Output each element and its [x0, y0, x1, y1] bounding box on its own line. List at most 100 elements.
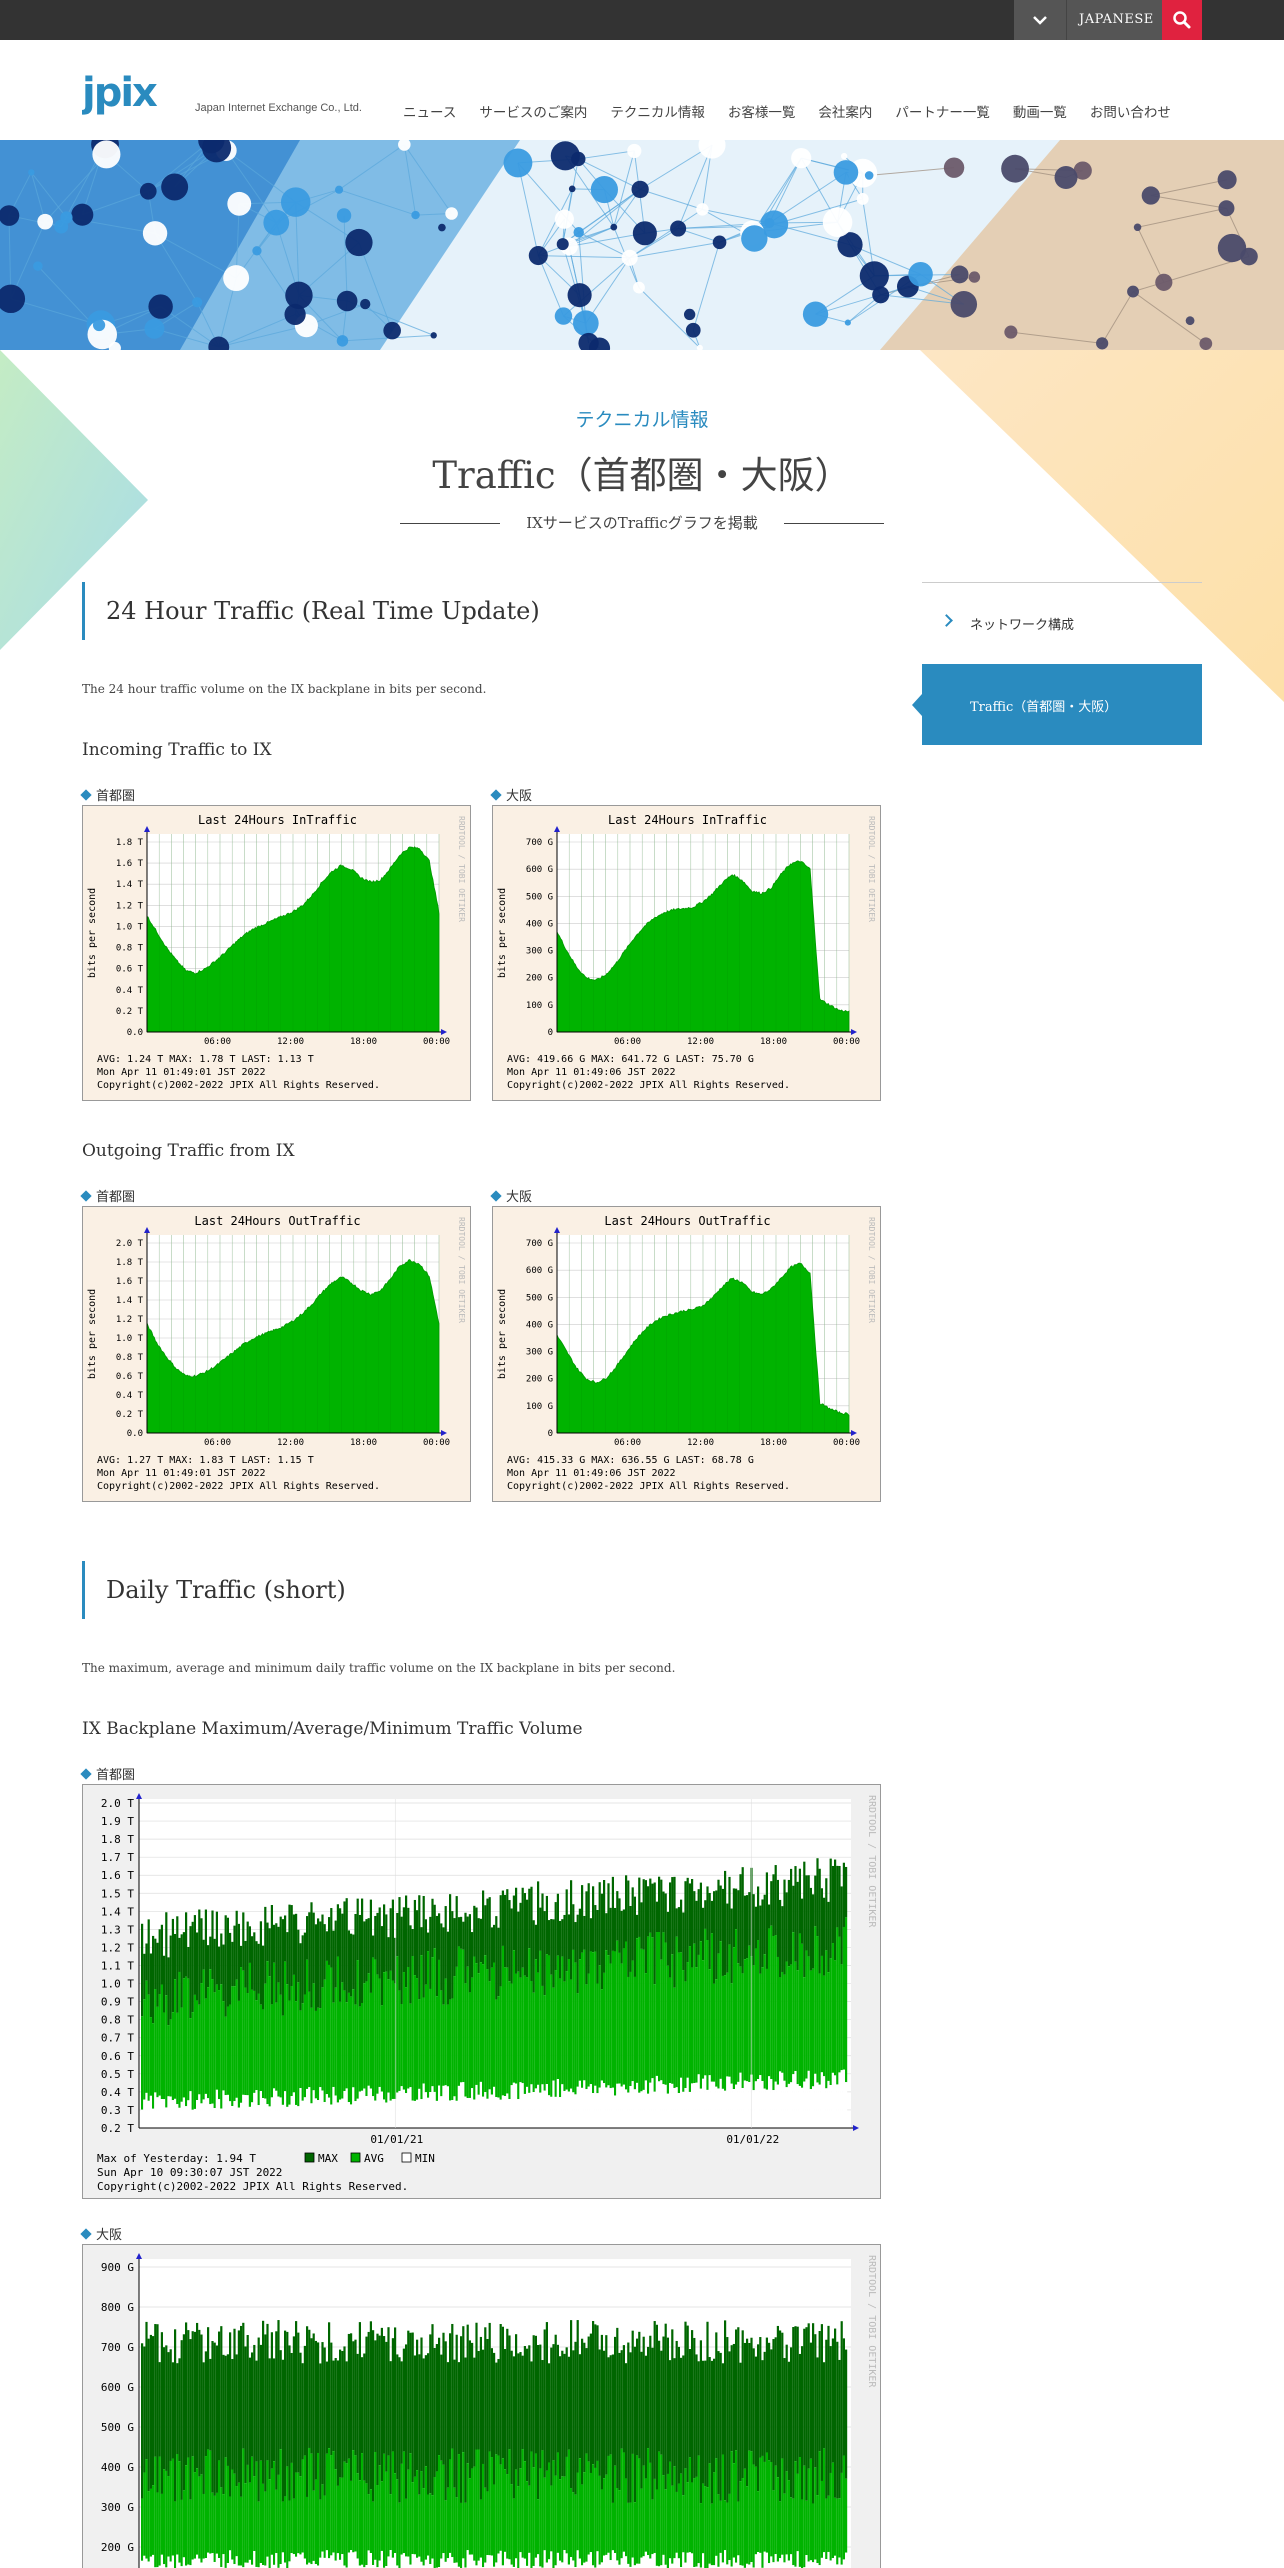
min-bar: [719, 2552, 722, 2568]
side-nav-item-network[interactable]: ネットワーク構成: [922, 614, 1202, 634]
side-nav-item-traffic[interactable]: Traffic（首都圏・大阪）: [912, 664, 1202, 745]
avg-bar: [801, 1943, 804, 2088]
min-bar: [354, 2551, 357, 2568]
min-bar: [358, 2565, 361, 2568]
avg-bar: [149, 2488, 152, 2557]
min-bar: [451, 2100, 454, 2128]
max-bar: [413, 1899, 416, 1976]
nav-item-news[interactable]: ニュース: [403, 105, 457, 121]
max-bar: [438, 2337, 441, 2456]
search-button[interactable]: [1162, 0, 1202, 40]
hero-link: [629, 241, 720, 259]
min-bar: [416, 2099, 419, 2128]
nav-item-customers[interactable]: お客様一覧: [727, 105, 796, 121]
min-bar: [143, 2099, 146, 2128]
hero-facet: [0, 140, 300, 350]
avg-bar: [640, 1948, 643, 2092]
min-bar: [818, 2084, 821, 2128]
max-bar: [572, 2350, 575, 2493]
hero-node: [844, 319, 851, 326]
min-bar: [528, 2552, 531, 2568]
min-bar: [325, 2550, 328, 2568]
max-bar: [638, 2331, 641, 2459]
min-bar: [488, 2089, 491, 2128]
max-bar: [334, 1920, 337, 1988]
avg-bar: [488, 2451, 491, 2556]
min-bar: [453, 2562, 456, 2568]
avg-bar: [834, 1960, 837, 2076]
max-bar: [803, 2328, 806, 2466]
jpix-logo[interactable]: jpix: [82, 70, 174, 118]
min-bar: [761, 2081, 764, 2128]
avg-bar: [706, 2487, 709, 2568]
min-bar: [763, 2551, 766, 2568]
hero-link: [562, 158, 579, 245]
max-bar: [204, 2351, 207, 2457]
max-bar: [484, 2327, 487, 2488]
y-tick-label: 700 G: [526, 1239, 553, 1249]
nav-item-services[interactable]: サービスのご案内: [479, 105, 588, 121]
min-bar: [682, 2091, 685, 2128]
avg-bar: [277, 1982, 280, 2097]
max-bar: [297, 2332, 300, 2473]
region-label-tokyo: 首都圏: [80, 785, 135, 804]
avg-bar: [818, 1973, 821, 2085]
min-bar: [572, 2560, 575, 2568]
avg-bar: [347, 2458, 350, 2553]
max-bar: [653, 2321, 656, 2479]
avg-bar: [308, 1991, 311, 2088]
avg-bar: [521, 2449, 524, 2558]
nav-item-videos[interactable]: 動画一覧: [1012, 105, 1067, 121]
min-bar: [182, 2097, 185, 2128]
avg-bar: [589, 1951, 592, 2085]
max-bar: [534, 1924, 537, 1960]
max-bar: [325, 2361, 328, 2454]
min-bar: [222, 2554, 225, 2568]
max-bar: [486, 1898, 489, 1970]
max-bar: [713, 2358, 716, 2473]
legend-swatch: [304, 2152, 315, 2163]
nav-item-partners[interactable]: パートナー一覧: [895, 105, 990, 121]
max-bar: [299, 1943, 302, 2011]
avg-bar: [596, 2460, 599, 2552]
avg-bar: [475, 1963, 478, 2085]
max-bar: [495, 1916, 498, 2000]
hero-link: [629, 208, 703, 259]
x-tick-label: 18:00: [760, 1438, 787, 1448]
max-bar: [497, 2359, 500, 2456]
hero-link: [677, 144, 713, 229]
hero-node: [632, 221, 657, 246]
max-bar: [818, 2331, 821, 2452]
avg-bar: [317, 2452, 320, 2566]
min-bar: [369, 2553, 372, 2568]
min-bar: [196, 2100, 199, 2128]
avg-bar: [220, 2487, 223, 2567]
avg-bar: [455, 1966, 458, 2101]
min-bar: [352, 2552, 355, 2568]
avg-bar: [306, 2496, 309, 2565]
max-bar: [620, 1910, 623, 1964]
avg-bar: [163, 2012, 166, 2100]
avg-bar: [479, 2499, 482, 2558]
min-bar: [528, 2092, 531, 2128]
max-bar: [409, 2332, 412, 2454]
max-bar: [677, 2346, 680, 2484]
hero-link: [629, 228, 679, 259]
nav-item-technical[interactable]: テクニカル情報: [610, 105, 705, 121]
min-bar: [776, 2084, 779, 2128]
min-bar: [805, 2555, 808, 2568]
hero-link: [774, 198, 863, 225]
max-bar: [578, 1908, 581, 1960]
nav-item-company[interactable]: 会社案内: [818, 105, 873, 121]
avg-bar: [394, 2473, 397, 2554]
graph-in-osaka: Last 24Hours InTraffic RRDTOOL / TOBI OET…: [492, 805, 881, 1101]
max-bar: [264, 1906, 267, 1984]
min-bar: [697, 2563, 700, 2568]
hero-link: [154, 232, 237, 279]
nav-item-contact[interactable]: お問い合わせ: [1089, 105, 1171, 121]
language-selector[interactable]: JAPANESE: [1014, 0, 1162, 40]
avg-bar: [279, 1994, 282, 2098]
avg-bar: [226, 2006, 229, 2095]
min-bar: [836, 2564, 839, 2568]
max-bar: [768, 1904, 771, 1929]
